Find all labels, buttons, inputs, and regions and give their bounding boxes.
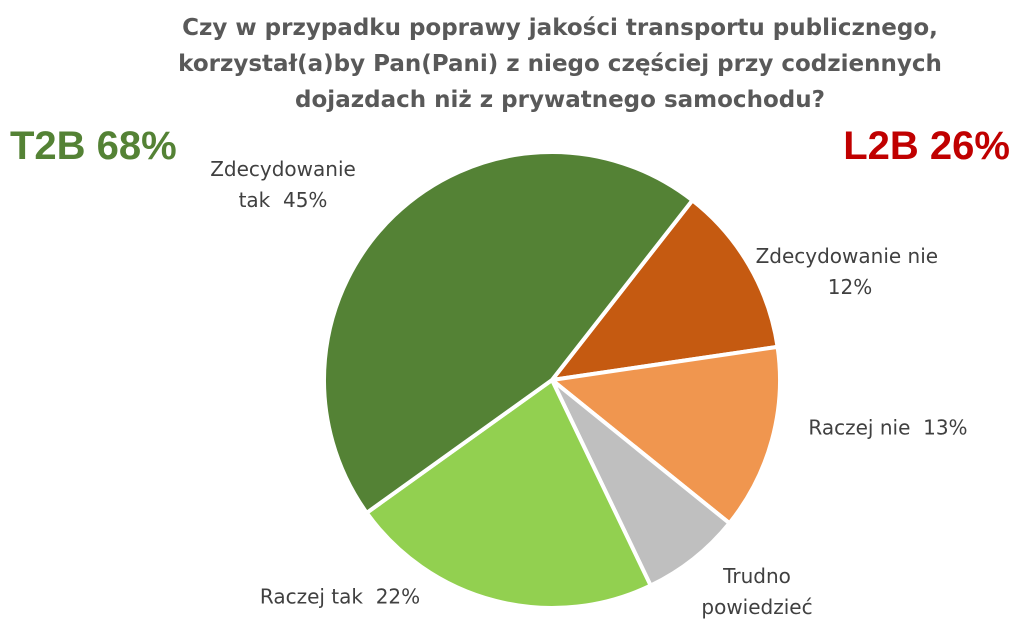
value-label: 45% [282, 188, 328, 212]
slice-label: Trudno powiedzieć [697, 561, 817, 623]
category-label: Raczej nie [808, 415, 911, 440]
pie-slice [550, 344, 782, 526]
category-label: Zdecydowanie tak [210, 157, 356, 212]
pie-slice [322, 150, 695, 515]
value-label: 12% [827, 275, 873, 299]
slice-label: Zdecydowanie nie 12% [755, 241, 945, 303]
pie-slice [364, 378, 653, 610]
slice-label: Raczej tak 22% [230, 582, 450, 613]
slice-label: Zdecydowanie tak 45% [208, 154, 358, 216]
category-label: Zdecydowanie nie [755, 244, 939, 268]
value-label: 22% [375, 584, 421, 609]
annotation: L2B 26% [843, 124, 1010, 168]
pie-slice [550, 198, 780, 382]
category-label: Trudno powiedzieć [701, 564, 813, 619]
slice-label: Raczej nie 13% [778, 413, 998, 444]
chart-title: Czy w przypadku poprawy jakości transpor… [178, 15, 942, 113]
value-label: 13% [923, 415, 968, 440]
annotation: T2B 68% [10, 124, 177, 168]
category-label: Raczej tak [259, 584, 363, 609]
